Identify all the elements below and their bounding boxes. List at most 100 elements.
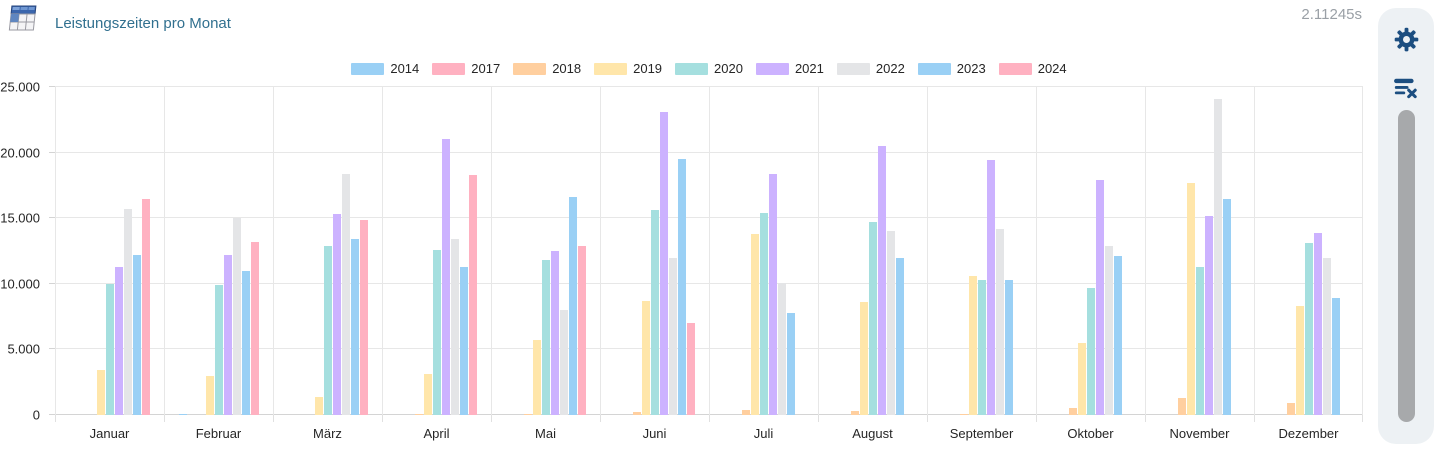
chart-bar-2021[interactable] <box>877 146 886 415</box>
chart-bar-2023[interactable] <box>1004 279 1013 415</box>
chart-bar-2023[interactable] <box>568 197 577 415</box>
chart-bar-2022[interactable] <box>559 310 568 415</box>
chart-bar-2021[interactable] <box>659 111 668 415</box>
chart-bar-2020[interactable] <box>1195 266 1204 415</box>
chart-bar-2024[interactable] <box>250 241 259 415</box>
chart-bar-2024[interactable] <box>141 198 150 415</box>
chart-bar-2018[interactable] <box>632 412 641 415</box>
chart-bar-2024[interactable] <box>577 245 586 415</box>
chart-bar-2021[interactable] <box>768 173 777 415</box>
chart-bar-2014[interactable] <box>178 413 187 415</box>
chart-bar-2021[interactable] <box>441 139 450 415</box>
chart-bar-2019[interactable] <box>859 302 868 415</box>
chart-bar-2019[interactable] <box>1295 306 1304 415</box>
chart-bar-2021[interactable] <box>223 254 232 415</box>
chart-bar-2023[interactable] <box>350 239 359 415</box>
chart-bar-2018[interactable] <box>959 413 968 415</box>
chart-bar-2023[interactable] <box>459 266 468 415</box>
chart-bar-2020[interactable] <box>432 249 441 415</box>
chart-bar-2018[interactable] <box>414 413 423 415</box>
chart-legend: 2014 2017 2018 2019 2020 2021 2022 2023 2024 <box>55 61 1363 76</box>
chart-bar-2018[interactable] <box>1068 408 1077 415</box>
chart-bar-2019[interactable] <box>750 233 759 415</box>
x-axis-labels: Januar Februar März April Mai Juni Juli August S… <box>55 426 1363 441</box>
chart-bar-2020[interactable] <box>759 212 768 415</box>
chart-bar-2024[interactable] <box>359 219 368 415</box>
chart-bar-2021[interactable] <box>1095 180 1104 415</box>
chart-bar-2021[interactable] <box>114 266 123 415</box>
legend-item-2019[interactable]: 2019 <box>594 61 662 76</box>
legend-item-2022[interactable]: 2022 <box>836 61 905 76</box>
legend-item-2018[interactable]: 2018 <box>513 61 581 76</box>
legend-label: 2020 <box>714 61 743 76</box>
legend-item-2023[interactable]: 2023 <box>917 61 986 76</box>
chart-bar-2019[interactable] <box>968 275 977 415</box>
chart-bar-2020[interactable] <box>868 222 877 415</box>
chart-bar-2020[interactable] <box>1304 243 1313 415</box>
chart-bar-2022[interactable] <box>341 173 350 415</box>
chart-bar-2020[interactable] <box>105 283 114 415</box>
chart-bar-2018[interactable] <box>1177 397 1186 415</box>
x-tick-mark <box>382 415 383 422</box>
clear-list-button[interactable] <box>1390 76 1422 103</box>
chart-bar-2018[interactable] <box>741 409 750 415</box>
page-title[interactable]: Leistungszeiten pro Monat <box>55 15 231 32</box>
chart-bar-2022[interactable] <box>450 239 459 415</box>
chart-bar-2024[interactable] <box>468 174 477 415</box>
chart-bar-2023[interactable] <box>132 254 141 415</box>
chart-bar-2023[interactable] <box>241 270 250 415</box>
x-axis-label: Juli <box>753 426 774 441</box>
chart-bar-2022[interactable] <box>1104 245 1113 415</box>
chart-bar-2021[interactable] <box>986 160 995 415</box>
chart-bar-2019[interactable] <box>205 375 214 415</box>
scrollbar-track[interactable] <box>1378 104 1434 432</box>
legend-item-2020[interactable]: 2020 <box>675 61 743 76</box>
v-gridline <box>1145 87 1146 415</box>
x-tick-mark <box>1144 415 1146 422</box>
chart-bar-2023[interactable] <box>786 312 795 415</box>
chart-bar-2019[interactable] <box>1186 182 1195 415</box>
legend-item-2014[interactable]: 2014 <box>351 61 419 76</box>
chart-bar-2019[interactable] <box>96 370 105 415</box>
chart-bar-2020[interactable] <box>214 285 223 415</box>
chart-bar-2019[interactable] <box>314 396 323 415</box>
chart-bar-2019[interactable] <box>423 374 432 415</box>
chart-bar-2022[interactable] <box>232 218 241 415</box>
chart-bar-2023[interactable] <box>1222 198 1231 415</box>
side-panel <box>1378 8 1434 444</box>
legend-item-2024[interactable]: 2024 <box>998 61 1067 76</box>
chart-bar-2021[interactable] <box>332 214 341 415</box>
chart-bar-2020[interactable] <box>650 210 659 415</box>
chart-bar-2021[interactable] <box>550 251 559 415</box>
render-time: 2.11245s <box>1301 6 1362 23</box>
chart-bar-2023[interactable] <box>1113 256 1122 415</box>
chart-bar-2022[interactable] <box>995 228 1004 415</box>
legend-item-2017[interactable]: 2017 <box>432 61 500 76</box>
chart-bar-2019[interactable] <box>532 340 541 415</box>
chart-bar-2018[interactable] <box>1286 403 1295 415</box>
legend-item-2021[interactable]: 2021 <box>755 61 824 76</box>
chart-bar-2024[interactable] <box>686 323 695 415</box>
chart-bar-2018[interactable] <box>523 413 532 415</box>
settings-button[interactable] <box>1390 26 1422 56</box>
chart-bar-2020[interactable] <box>323 245 332 415</box>
chart-bar-2022[interactable] <box>123 209 132 415</box>
chart-bar-2020[interactable] <box>1086 287 1095 415</box>
chart-bar-2022[interactable] <box>668 257 677 415</box>
x-axis-label: Mai <box>535 426 556 441</box>
chart-bar-2021[interactable] <box>1313 232 1322 415</box>
chart-bar-2022[interactable] <box>1322 257 1331 415</box>
chart-bar-2023[interactable] <box>895 257 904 415</box>
chart-bar-2022[interactable] <box>886 231 895 415</box>
scrollbar-thumb[interactable] <box>1398 110 1415 422</box>
chart-bar-2022[interactable] <box>777 282 786 415</box>
chart-bar-2020[interactable] <box>541 260 550 415</box>
chart-bar-2019[interactable] <box>1077 342 1086 415</box>
chart-bar-2023[interactable] <box>1331 298 1340 415</box>
chart-bar-2023[interactable] <box>677 159 686 415</box>
chart-bar-2022[interactable] <box>1213 98 1222 415</box>
chart-bar-2021[interactable] <box>1204 215 1213 415</box>
chart-bar-2019[interactable] <box>641 300 650 415</box>
chart-bar-2018[interactable] <box>850 411 859 415</box>
chart-bar-2020[interactable] <box>977 279 986 415</box>
